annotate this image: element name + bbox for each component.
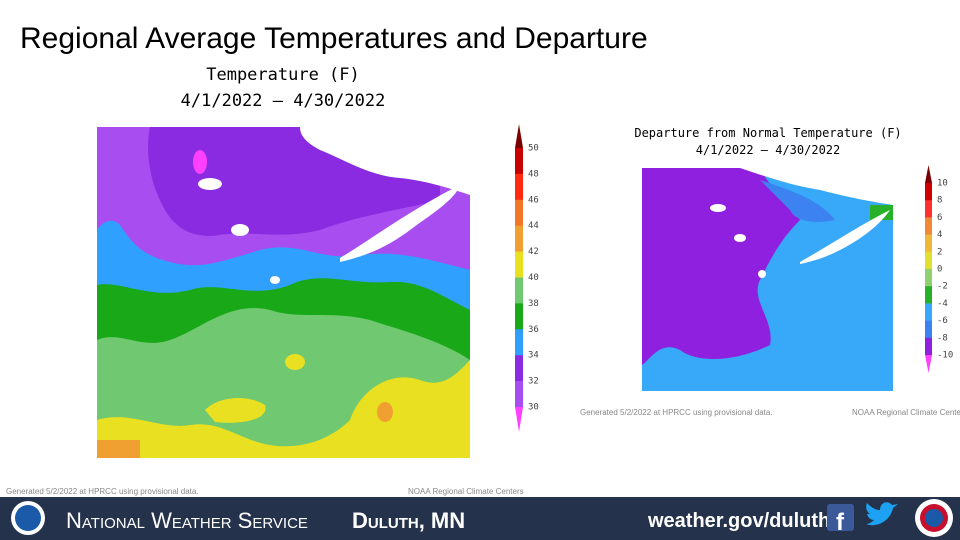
colorbar-bin (925, 269, 932, 287)
colorbar-cap (515, 124, 523, 148)
colorbar-bin (515, 355, 523, 382)
colorbar-bin (925, 303, 932, 321)
date-range: 4/1/2022 – 4/30/2022 (181, 91, 386, 111)
colorbar-bin (515, 173, 523, 201)
colorbar-bin (515, 225, 523, 252)
colorbar-label: 46 (528, 195, 539, 205)
departure-map (642, 168, 893, 391)
colorbar-bin (925, 337, 932, 356)
colorbar-bin (925, 286, 932, 304)
colorbar-bin (925, 320, 932, 339)
colorbar-bin (925, 251, 932, 270)
footer-bar (0, 497, 960, 540)
colorbar-bin (925, 217, 932, 235)
colorbar-cap (925, 355, 932, 373)
date-range: 4/1/2022 – 4/30/2022 (696, 143, 841, 157)
source-note: NOAA Regional Climate Centers (852, 408, 960, 417)
colorbar-bin (515, 199, 523, 226)
temperature-colorbar: 50 48 46 44 42 40 38 36 34 32 30 (515, 124, 539, 432)
map-title: Departure from Normal Temperature (F) (634, 126, 901, 140)
generated-note: Generated 5/2/2022 at HPRCC using provis… (580, 408, 773, 417)
colorbar-label: -8 (937, 333, 948, 343)
colorbar-cap (515, 407, 523, 432)
colorbar-label: -6 (937, 316, 948, 326)
colorbar-label: 38 (528, 299, 539, 309)
source-note: NOAA Regional Climate Centers (408, 487, 524, 496)
facebook-icon[interactable] (827, 504, 854, 531)
colorbar-label: 34 (528, 351, 539, 361)
colorbar-label: -4 (937, 299, 948, 309)
generated-note: Generated 5/2/2022 at HPRCC using provis… (6, 487, 199, 496)
colorbar-label: 32 (528, 377, 539, 387)
colorbar-label: -2 (937, 282, 948, 292)
website[interactable]: weather.gov/duluth (647, 510, 830, 532)
nws-logo-inner (925, 509, 943, 527)
colorbar-label: 2 (937, 247, 942, 257)
temperature-map (97, 127, 470, 458)
colorbar-bin (515, 329, 523, 356)
colorbar-label: 42 (528, 247, 539, 257)
twitter-icon[interactable] (866, 502, 898, 526)
colorbar-bin (515, 148, 523, 175)
colorbar-bin (515, 251, 523, 278)
colorbar-bin (925, 234, 932, 253)
colorbar-label: 4 (937, 230, 942, 240)
colorbar-label: 40 (528, 273, 539, 283)
colorbar-bin (925, 200, 932, 218)
noaa-logo-inner (15, 505, 41, 531)
colorbar-bin (515, 303, 523, 330)
colorbar-bin (925, 183, 932, 201)
colorbar-cap (925, 165, 932, 183)
colorbar-label: -10 (937, 351, 953, 361)
colorbar-label: 8 (937, 196, 942, 206)
colorbar-label: 44 (528, 221, 539, 231)
map-title: Temperature (F) (206, 65, 360, 85)
colorbar-bin (515, 277, 523, 304)
office-name: Duluth, MN (352, 508, 465, 533)
colorbar-bin (515, 381, 523, 408)
departure-colorbar: 10 8 6 4 2 0 -2 -4 -6 -8 -10 (925, 165, 953, 373)
colorbar-label: 36 (528, 325, 539, 335)
agency-name: National Weather Service (66, 508, 308, 533)
facebook-glyph: f (836, 509, 845, 536)
colorbar-label: 6 (937, 213, 942, 223)
colorbar-label: 0 (937, 265, 942, 275)
colorbar-label: 50 (528, 144, 539, 154)
colorbar-label: 48 (528, 169, 539, 179)
colorbar-label: 10 (937, 179, 948, 189)
colorbar-label: 30 (528, 403, 539, 413)
slide-title: Regional Average Temperatures and Depart… (20, 22, 648, 55)
